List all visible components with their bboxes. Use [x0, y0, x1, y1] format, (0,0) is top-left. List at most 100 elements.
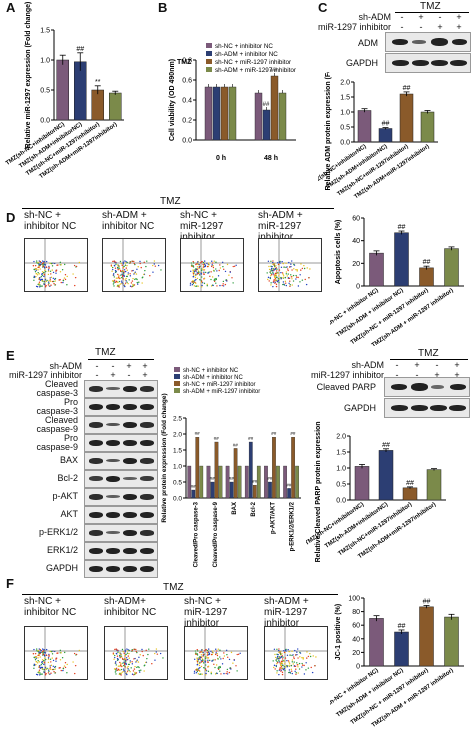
panel-d-facs-dot	[139, 262, 141, 265]
panel-f-facs-dot	[291, 650, 293, 652]
panel-f-facs-dot	[208, 653, 210, 656]
panel-d-facs-dot	[122, 274, 124, 277]
panel-d-facs-dot	[202, 261, 205, 264]
panel-d-facs-dot	[299, 281, 301, 283]
panel-d-facs-dot	[39, 278, 41, 281]
panel-f-facs-dot	[273, 648, 276, 651]
panel-d-facs-dot	[191, 284, 194, 286]
panel-f-facs-dot	[66, 663, 68, 666]
panel-f-facs-dot	[297, 672, 299, 674]
panel-e-blot-band	[89, 530, 103, 536]
panel-f-facs-dot	[41, 661, 43, 663]
panel-f-facs-dot	[275, 663, 278, 665]
panel-e-blot-label: Pro caspase-3	[36, 397, 78, 416]
panel-d-facs-dot	[267, 260, 270, 263]
panel-d-facs-dot	[129, 261, 131, 264]
chart-e-sig-marker: ##	[195, 431, 201, 436]
panel-f-facs-dot	[307, 655, 310, 658]
panel-f-facs-dot	[214, 659, 216, 661]
panel-f-facs-dot	[294, 649, 296, 652]
panel-f-facs-dot	[208, 652, 211, 655]
chart-e-sig-marker: ##	[252, 479, 258, 484]
panel-f-facs-dot	[205, 674, 207, 676]
chart-b-sig-marker: ##	[271, 68, 278, 74]
chart-d-ytick-label: 0	[356, 284, 360, 291]
panel-f-facs-dot	[126, 648, 128, 650]
panel-d-facs-dot	[51, 280, 54, 283]
panel-d-facs-dot	[193, 285, 196, 287]
panel-d-facs-dot	[35, 260, 38, 262]
chart-e-bar	[195, 437, 200, 499]
panel-f-facs-dot	[134, 657, 136, 660]
panel-f-facs-dot	[306, 651, 308, 653]
panel-d-facs-dot	[55, 272, 57, 274]
panel-d-facs-dot	[131, 270, 133, 272]
panel-d-facs-dot	[63, 263, 66, 266]
panel-e-blot-label: GAPDH	[45, 563, 78, 573]
panel-e2-condition: TMZ	[418, 348, 439, 359]
panel-f-facs-dot	[114, 654, 116, 657]
panel-f-facs-dot	[39, 672, 41, 674]
panel-d-facs-dot	[61, 269, 64, 271]
panel-f-facs-dot	[126, 670, 129, 672]
panel-d-facs-dot	[123, 271, 126, 273]
panel-f-facs-dot	[37, 660, 39, 662]
panel-d-facs-dot	[270, 260, 272, 262]
panel-d-facs-dot	[215, 268, 217, 270]
panel-f-facs-dot	[286, 659, 288, 662]
panel-f-facs-dot	[288, 663, 291, 665]
panel-e-blot-band	[106, 476, 120, 482]
panel-d-facs-dot	[115, 280, 118, 283]
panel-f-facs-dot	[123, 670, 125, 672]
panel-f-facs-dot	[291, 659, 294, 661]
panel-d-facs-dot	[299, 274, 301, 276]
panel-f-facs-dot	[130, 667, 132, 669]
panel-f-facs-dot	[202, 660, 204, 663]
panel-f-facs-dot	[281, 653, 283, 655]
panel-d-facs-dot	[291, 278, 293, 280]
panel-f-facs-dot	[282, 667, 284, 670]
panel-f-facs-dot	[196, 670, 199, 673]
panel-e-blot-band	[89, 422, 103, 428]
panel-f-facs-dot	[116, 659, 119, 661]
panel-d-facs-dot	[195, 274, 197, 277]
panel-e2-sign: -	[395, 360, 399, 370]
panel-f-facs-dot	[206, 654, 209, 656]
panel-d-facs-dot	[39, 284, 41, 286]
panel-f-group-label: sh-ADM+ inhibitor NC	[104, 596, 157, 618]
panel-f-facs-dot	[59, 659, 62, 661]
panel-d-facs-dot	[196, 273, 199, 275]
panel-e-blot-label: AKT	[60, 509, 78, 519]
panel-d-facs-dot	[41, 271, 44, 273]
panel-f-facs-dot	[227, 656, 229, 658]
panel-e-blot-band	[89, 512, 103, 518]
panel-d-facs-dot	[295, 269, 297, 271]
panel-d-facs-dot	[284, 280, 287, 283]
panel-f-facs-dot	[280, 651, 282, 653]
panel-f-facs-dot	[115, 664, 117, 666]
panel-d-facs-dot	[296, 269, 298, 271]
panel-f-facs-dot	[35, 673, 38, 676]
panel-d-facs-dot	[203, 265, 205, 267]
panel-d-facs-dot	[232, 282, 234, 284]
panel-f-facs-dot	[138, 669, 140, 672]
panel-d-facs-dot	[197, 270, 199, 272]
panel-e-blot	[84, 488, 158, 506]
panel-d-facs-dot	[273, 280, 275, 283]
panel-f-facs-dot	[312, 655, 314, 657]
panel-f-facs-dot	[200, 665, 203, 668]
panel-d-facs-dot	[295, 276, 298, 278]
panel-f-facs-dot	[34, 656, 37, 658]
panel-d-facs-dot	[136, 281, 138, 284]
panel-d-facs-dot	[269, 275, 272, 277]
panel-e-blot-band	[89, 386, 103, 392]
panel-d-facs-dot	[141, 282, 143, 284]
chart-f-bar	[419, 606, 434, 667]
chart-e: 0.0 0.5 1.0 1.5 2.0 2.5 Relative protein expre…	[161, 367, 301, 567]
panel-f-facs-dot	[125, 659, 128, 661]
panel-f-facs-dot	[292, 663, 294, 665]
panel-d-facs-dot	[194, 269, 196, 271]
panel-d-facs-dot	[217, 275, 220, 277]
panel-d-facs-dot	[44, 269, 46, 272]
panel-f-facs-dot	[64, 666, 67, 669]
